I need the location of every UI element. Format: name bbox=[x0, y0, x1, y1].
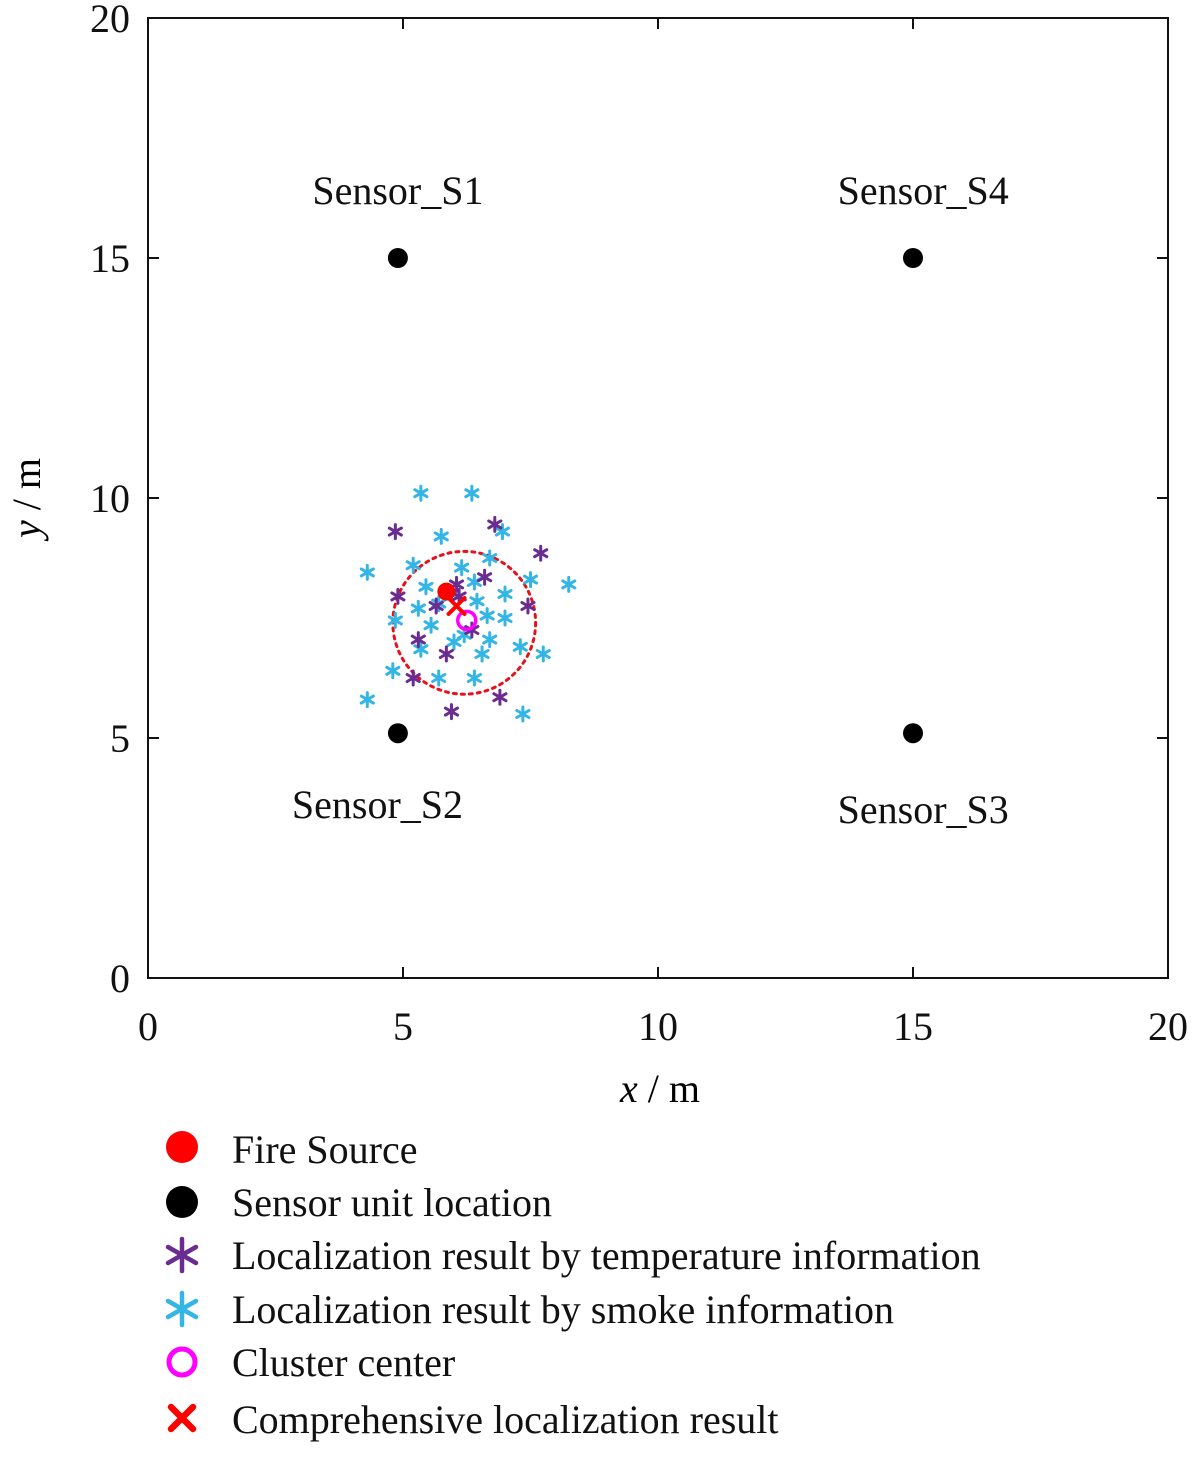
legend-item-fire-source: Fire Source bbox=[160, 1122, 418, 1176]
x-tick-label: 10 bbox=[638, 1004, 678, 1049]
smoke-point bbox=[464, 484, 480, 502]
scatter-plot: 0 5 10 15 20 0 5 10 15 20 x / m y / m Sensor_S1 Se… bbox=[4, 0, 1188, 1110]
plot-frame bbox=[147, 17, 1169, 979]
red-dot-icon bbox=[166, 1131, 198, 1163]
smoke-point bbox=[561, 575, 577, 593]
x-tick-label: 20 bbox=[1148, 1004, 1188, 1049]
smoke-point bbox=[431, 669, 447, 687]
sensor-label: Sensor_S4 bbox=[838, 168, 1009, 213]
temperature-point bbox=[410, 631, 426, 649]
sensor-points bbox=[387, 248, 923, 744]
fire-source-point bbox=[437, 582, 456, 601]
x-tick-label: 0 bbox=[138, 1004, 158, 1049]
sensor-label: Sensor_S2 bbox=[292, 782, 463, 827]
legend-item-comprehensive: Comprehensive localization result bbox=[160, 1392, 779, 1446]
legend-item-smoke: Localization result by smoke information bbox=[160, 1282, 894, 1336]
x-axis-label: x / m bbox=[619, 1066, 700, 1110]
smoke-point bbox=[410, 599, 426, 617]
y-tick-label: 0 bbox=[110, 956, 130, 1001]
sensor-point bbox=[903, 248, 923, 268]
cluster-center-point bbox=[456, 609, 478, 632]
legend-label: Cluster center bbox=[232, 1339, 456, 1385]
smoke-point bbox=[497, 585, 513, 603]
smoke-point bbox=[387, 611, 403, 629]
temperature-point bbox=[438, 645, 454, 663]
smoke-point bbox=[385, 662, 401, 680]
temperature-point bbox=[487, 515, 503, 533]
smoke-point bbox=[413, 640, 429, 658]
smoke-point bbox=[522, 571, 539, 589]
smoke-point bbox=[515, 705, 531, 723]
smoke-point bbox=[469, 592, 485, 610]
x-tick-label: 15 bbox=[893, 1004, 933, 1049]
temperature-point bbox=[492, 688, 508, 706]
temperature-point bbox=[477, 568, 493, 586]
legend-label: Fire Source bbox=[232, 1126, 418, 1172]
black-dot-icon bbox=[166, 1186, 198, 1218]
smoke-point bbox=[433, 527, 449, 545]
y-tick-label: 5 bbox=[110, 716, 130, 761]
axes: 0 5 10 15 20 0 5 10 15 20 bbox=[90, 0, 1188, 1049]
smoke-point bbox=[479, 607, 495, 625]
cluster-center-layer bbox=[456, 609, 478, 632]
legend-label: Localization result by temperature infor… bbox=[232, 1232, 981, 1278]
purple-asterisk-icon bbox=[165, 1236, 199, 1274]
temperature-point bbox=[405, 669, 421, 687]
temperature-point bbox=[443, 703, 460, 721]
smoke-point bbox=[474, 645, 490, 663]
comprehensive-result-point bbox=[446, 596, 467, 616]
smoke-point bbox=[446, 633, 462, 651]
smoke-point bbox=[359, 563, 375, 581]
smoke-point bbox=[497, 609, 513, 627]
smoke-point bbox=[482, 631, 498, 649]
magenta-ring-icon bbox=[166, 1346, 198, 1378]
legend-item-sensor-unit: Sensor unit location bbox=[160, 1175, 552, 1229]
legend-item-temperature: Localization result by temperature infor… bbox=[160, 1228, 981, 1282]
smoke-point bbox=[418, 578, 434, 596]
smoke-point bbox=[454, 559, 470, 577]
y-tick-label: 15 bbox=[90, 236, 130, 281]
labels: x / m y / m Sensor_S1 Sensor_S4 Sensor_S2 S… bbox=[4, 168, 1009, 1110]
x-tick-label: 5 bbox=[393, 1004, 413, 1049]
smoke-point bbox=[494, 523, 511, 541]
temperature-point bbox=[533, 544, 549, 562]
fire-source-layer bbox=[437, 582, 456, 601]
sensor-point bbox=[903, 723, 923, 744]
comprehensive-result-layer bbox=[446, 596, 467, 616]
smoke-point bbox=[466, 669, 482, 687]
temperature-point bbox=[390, 587, 406, 605]
temperature-points bbox=[387, 515, 549, 721]
smoke-point bbox=[482, 549, 498, 567]
y-tick-label: 10 bbox=[90, 476, 130, 521]
smoke-point bbox=[413, 484, 429, 502]
legend-label: Sensor unit location bbox=[232, 1179, 552, 1225]
smoke-point bbox=[423, 616, 439, 634]
smoke-point bbox=[405, 556, 421, 574]
sensor-point bbox=[387, 723, 408, 744]
red-x-icon bbox=[167, 1403, 197, 1433]
temperature-point bbox=[428, 597, 444, 615]
sensor-label: Sensor_S1 bbox=[312, 168, 483, 213]
y-axis-label: y / m bbox=[4, 458, 49, 542]
y-tick-label: 20 bbox=[90, 0, 130, 41]
legend-label: Localization result by smoke information bbox=[232, 1286, 895, 1332]
legend-item-cluster-center: Cluster center bbox=[160, 1335, 455, 1389]
temperature-point bbox=[520, 597, 536, 615]
smoke-points bbox=[359, 484, 577, 723]
sensor-label: Sensor_S3 bbox=[838, 787, 1009, 832]
legend-label: Comprehensive localization result bbox=[232, 1396, 779, 1442]
sensor-point bbox=[387, 248, 408, 268]
smoke-point bbox=[512, 638, 528, 656]
smoke-point bbox=[535, 645, 551, 663]
temperature-point bbox=[387, 523, 403, 541]
blue-asterisk-icon bbox=[165, 1290, 199, 1328]
smoke-point bbox=[359, 691, 375, 709]
